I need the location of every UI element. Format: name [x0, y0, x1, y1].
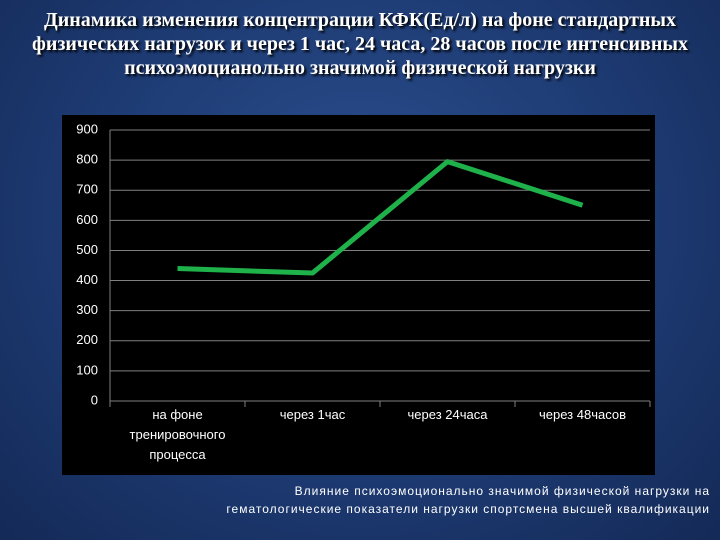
y-tick-label: 100	[76, 362, 98, 377]
y-tick-label: 200	[76, 332, 98, 347]
chart: 0 100 200 300 400 500 600 700 800 900	[62, 115, 655, 475]
chart-title: Динамика изменения концентрации КФК(Ед/л…	[32, 9, 688, 79]
x-tick-label: через 48часов	[539, 407, 626, 422]
y-tick-label: 900	[76, 121, 98, 136]
y-tick-label: 700	[76, 182, 98, 197]
x-tick-label: на фоне тренировочного процесса	[129, 407, 226, 462]
y-tick-label: 0	[91, 392, 98, 407]
y-tick-label: 800	[76, 152, 98, 167]
y-tick-label: 600	[76, 212, 98, 227]
y-tick-label: 500	[76, 242, 98, 257]
chart-background	[62, 115, 655, 475]
data-line	[177, 159, 584, 276]
caption: Влияние психоэмоционально значимой физич…	[226, 484, 710, 516]
x-tick-label: через 24часа	[407, 407, 488, 422]
x-tick-label: через 1час	[279, 407, 346, 422]
y-tick-label: 400	[76, 272, 98, 287]
y-tick-label: 300	[76, 302, 98, 317]
